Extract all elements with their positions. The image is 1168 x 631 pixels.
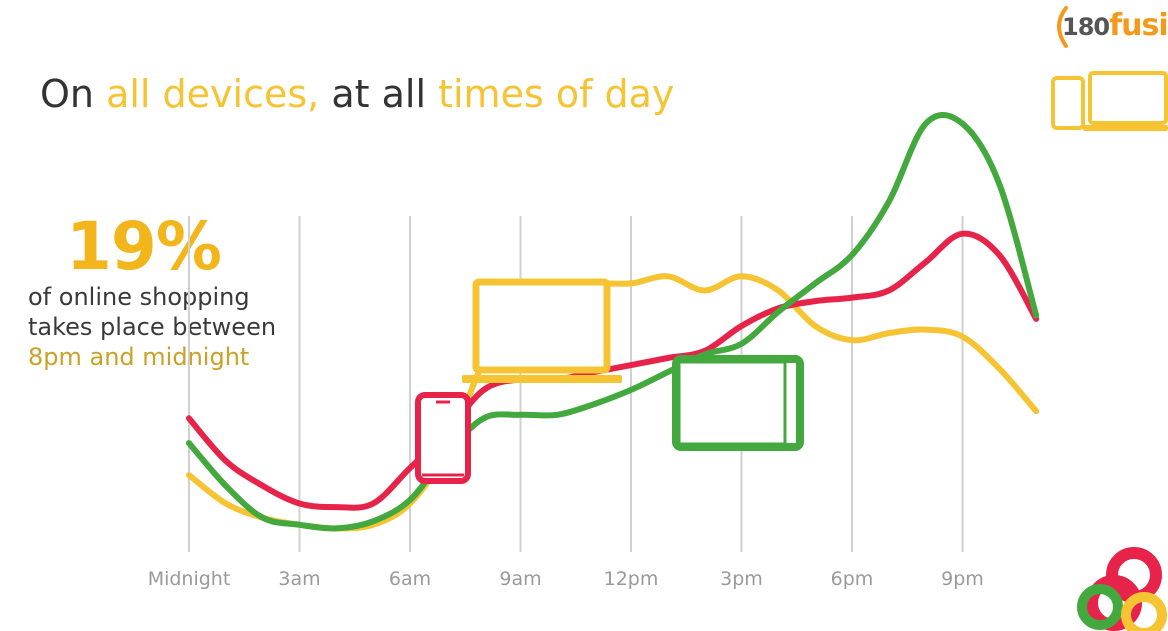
series-lines <box>186 112 1040 532</box>
logo-word: fusio <box>1109 8 1168 43</box>
page-title: On all devices, at all times of day <box>40 72 674 116</box>
x-tick-label: 9am <box>499 568 541 590</box>
x-tick-label: 3pm <box>720 568 763 590</box>
tablet-icon <box>672 355 804 451</box>
series-line-2 <box>186 112 1040 532</box>
x-tick-label: 9pm <box>941 568 984 590</box>
stat-line-2: takes place between <box>28 313 277 341</box>
x-tick-label: Midnight <box>148 568 231 590</box>
series-line-0 <box>186 273 1040 532</box>
laptop-icon <box>462 278 622 383</box>
colored-rings-icon <box>1077 547 1167 631</box>
stat-line-1: of online shopping <box>28 283 250 311</box>
x-tick-label: 6pm <box>831 568 874 590</box>
x-tick-label: 6am <box>389 568 431 590</box>
title-highlight-devices: all devices, <box>106 72 320 116</box>
brand-logo: 180fusio <box>1048 2 1168 50</box>
grid-layer <box>188 216 964 552</box>
series-icons <box>415 278 804 484</box>
smartphone-icon <box>415 392 471 484</box>
x-axis-ticks: Midnight 3am 6am 9am 12pm 3pm 6pm 9pm <box>148 568 984 590</box>
title-highlight-times: times of day <box>438 72 675 116</box>
title-part-1: On <box>40 72 107 116</box>
x-tick-label: 3am <box>278 568 320 590</box>
series-line-1 <box>186 230 1040 511</box>
x-tick-label: 12pm <box>604 568 659 590</box>
stat-value: 19% <box>66 208 222 285</box>
devices-icon <box>1051 71 1168 131</box>
stat-line-3: 8pm and midnight <box>28 343 250 371</box>
stat-callout: 19% of online shopping takes place betwe… <box>28 212 328 372</box>
logo-arc-icon <box>1057 6 1068 48</box>
logo-number: 180 <box>1062 13 1110 41</box>
title-part-3: at all <box>319 72 439 116</box>
logo-text: 180fusio <box>1062 8 1168 43</box>
